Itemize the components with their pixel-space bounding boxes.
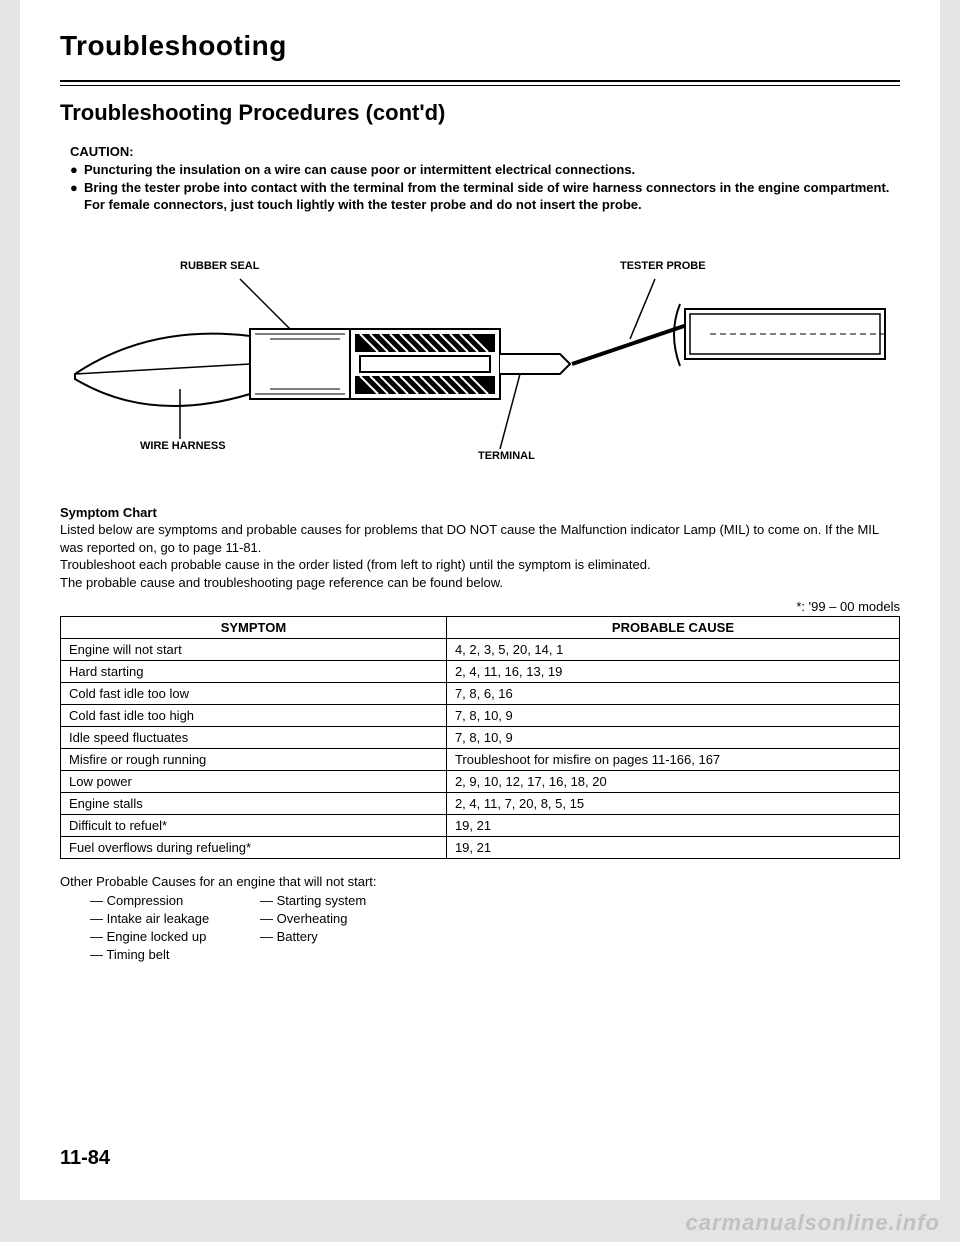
table-cell: 19, 21 [446, 815, 899, 837]
table-header: SYMPTOM [61, 617, 447, 639]
label-wire-harness: WIRE HARNESS [140, 440, 226, 452]
table-cell: Hard starting [61, 661, 447, 683]
label-tester-probe: TESTER PROBE [620, 260, 706, 272]
watermark: carmanualsonline.info [686, 1210, 941, 1236]
caution-block: CAUTION: ●Puncturing the insulation on a… [70, 144, 900, 214]
main-title: Troubleshooting [60, 30, 900, 62]
other-causes-title: Other Probable Causes for an engine that… [60, 873, 900, 891]
caution-text: Puncturing the insulation on a wire can … [84, 161, 635, 179]
table-row: Engine will not start4, 2, 3, 5, 20, 14,… [61, 639, 900, 661]
label-terminal: TERMINAL [478, 450, 535, 462]
table-cell: Difficult to refuel* [61, 815, 447, 837]
table-cell: Idle speed fluctuates [61, 727, 447, 749]
cause-item: — Compression [90, 892, 260, 910]
table-row: Idle speed fluctuates7, 8, 10, 9 [61, 727, 900, 749]
cause-item: — Overheating [260, 910, 430, 928]
table-cell: 4, 2, 3, 5, 20, 14, 1 [446, 639, 899, 661]
symptom-text: Listed below are symptoms and probable c… [60, 521, 900, 556]
symptom-chart-title: Symptom Chart [60, 504, 900, 522]
table-row: Hard starting2, 4, 11, 16, 13, 19 [61, 661, 900, 683]
table-cell: 7, 8, 6, 16 [446, 683, 899, 705]
table-cell: Engine stalls [61, 793, 447, 815]
table-cell: Fuel overflows during refueling* [61, 837, 447, 859]
caution-item: ●Puncturing the insulation on a wire can… [70, 161, 900, 179]
table-cell: Troubleshoot for misfire on pages 11-166… [446, 749, 899, 771]
cause-item: — Battery [260, 928, 430, 946]
cause-item: — Engine locked up [90, 928, 260, 946]
table-row: Misfire or rough runningTroubleshoot for… [61, 749, 900, 771]
rule-divider [60, 80, 900, 86]
table-cell: 19, 21 [446, 837, 899, 859]
table-row: Difficult to refuel*19, 21 [61, 815, 900, 837]
caution-text: Bring the tester probe into contact with… [84, 179, 900, 214]
table-cell: 2, 4, 11, 7, 20, 8, 5, 15 [446, 793, 899, 815]
table-cell: 2, 9, 10, 12, 17, 16, 18, 20 [446, 771, 899, 793]
cause-column: — Starting system — Overheating — Batter… [260, 892, 430, 965]
table-cell: Cold fast idle too high [61, 705, 447, 727]
table-cell: Misfire or rough running [61, 749, 447, 771]
cause-item: — Starting system [260, 892, 430, 910]
caution-label: CAUTION: [70, 144, 900, 159]
cause-item: — Intake air leakage [90, 910, 260, 928]
table-row: Cold fast idle too low7, 8, 6, 16 [61, 683, 900, 705]
cause-item: — Timing belt [90, 946, 260, 964]
symptom-text: Troubleshoot each probable cause in the … [60, 556, 900, 574]
symptom-table: SYMPTOM PROBABLE CAUSE Engine will not s… [60, 616, 900, 859]
other-causes: Other Probable Causes for an engine that… [60, 873, 900, 964]
symptom-text: The probable cause and troubleshooting p… [60, 574, 900, 592]
cause-column: — Compression — Intake air leakage — Eng… [90, 892, 260, 965]
table-header: PROBABLE CAUSE [446, 617, 899, 639]
caution-list: ●Puncturing the insulation on a wire can… [70, 161, 900, 214]
symptom-chart-intro: Symptom Chart Listed below are symptoms … [60, 504, 900, 592]
table-row: Fuel overflows during refueling*19, 21 [61, 837, 900, 859]
table-row: Engine stalls2, 4, 11, 7, 20, 8, 5, 15 [61, 793, 900, 815]
table-cell: 2, 4, 11, 16, 13, 19 [446, 661, 899, 683]
table-cell: 7, 8, 10, 9 [446, 705, 899, 727]
model-note: *: '99 – 00 models [60, 599, 900, 614]
table-body: Engine will not start4, 2, 3, 5, 20, 14,… [61, 639, 900, 859]
cause-grid: — Compression — Intake air leakage — Eng… [90, 892, 900, 965]
table-cell: Low power [61, 771, 447, 793]
diagram-svg [70, 254, 890, 464]
label-rubber-seal: RUBBER SEAL [180, 260, 259, 272]
page: Troubleshooting Troubleshooting Procedur… [20, 0, 940, 1200]
table-cell: Engine will not start [61, 639, 447, 661]
page-number: 11-84 [60, 1147, 110, 1170]
table-row: Low power2, 9, 10, 12, 17, 16, 18, 20 [61, 771, 900, 793]
probe-diagram: RUBBER SEAL TESTER PROBE WIRE HARNESS TE… [70, 254, 890, 464]
sub-title: Troubleshooting Procedures (cont'd) [60, 100, 900, 126]
caution-item: ●Bring the tester probe into contact wit… [70, 179, 900, 214]
table-cell: Cold fast idle too low [61, 683, 447, 705]
table-row: Cold fast idle too high7, 8, 10, 9 [61, 705, 900, 727]
table-header-row: SYMPTOM PROBABLE CAUSE [61, 617, 900, 639]
table-cell: 7, 8, 10, 9 [446, 727, 899, 749]
